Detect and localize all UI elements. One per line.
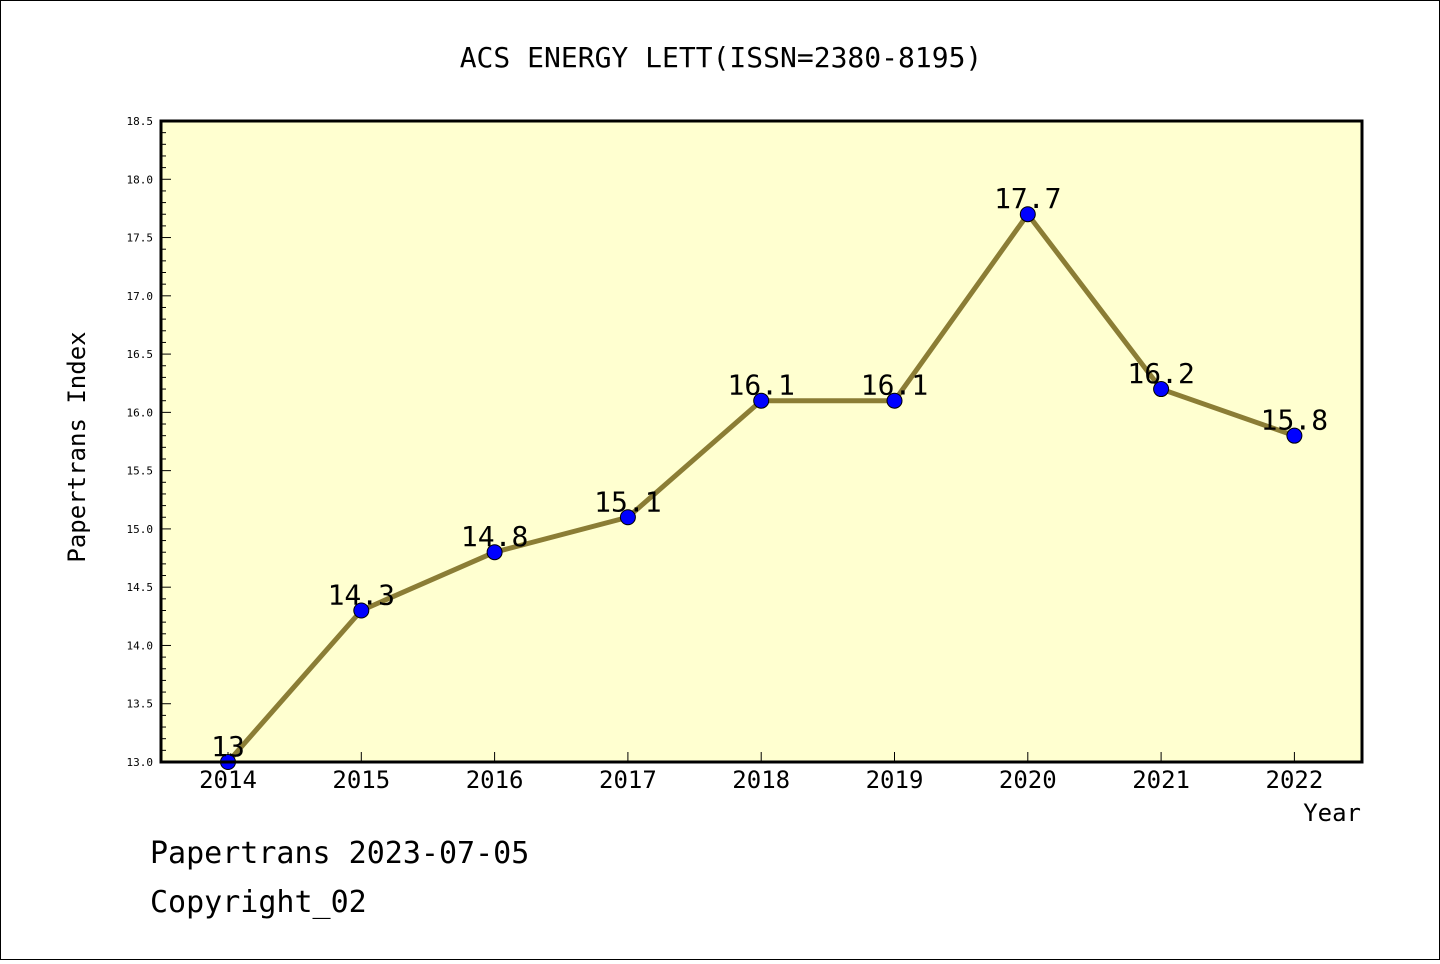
data-label: 15.8 xyxy=(1261,404,1328,437)
y-tick-label: 16.0 xyxy=(127,406,154,419)
plot-border xyxy=(159,119,1364,764)
plot-area xyxy=(161,121,1362,762)
y-axis-ticks: 13.0 13.5 14.0 14.5 15.0 15.5 16.0 16.5 17.0 17.5… xyxy=(127,115,171,769)
x-tick-label: 2015 xyxy=(332,766,390,794)
data-point xyxy=(486,544,503,561)
series-group: 13 14.3 14.8 15.1 16.1 16.1 17.7 16.2 15.8 xyxy=(211,182,1328,770)
x-tick-label: 2017 xyxy=(599,766,657,794)
y-tick-label: 16.5 xyxy=(127,348,154,361)
data-point xyxy=(886,392,903,409)
x-tick-label: 2019 xyxy=(866,766,924,794)
x-tick-label: 2016 xyxy=(466,766,524,794)
y-tick-label: 14.0 xyxy=(127,639,154,652)
data-label: 17.7 xyxy=(994,182,1061,215)
x-axis-label: Year xyxy=(1303,799,1361,827)
data-label: 13 xyxy=(211,730,245,763)
data-label: 16.1 xyxy=(861,369,928,402)
x-tick-label: 2022 xyxy=(1266,766,1324,794)
data-point xyxy=(619,509,636,526)
y-tick-label: 14.5 xyxy=(127,581,154,594)
data-point xyxy=(1019,206,1036,223)
x-axis-ticks: 2014 2015 2016 2017 2018 2019 2020 2021 2022 xyxy=(199,752,1323,794)
footer-copyright: Copyright_02 xyxy=(150,885,367,920)
x-tick-label: 2018 xyxy=(732,766,790,794)
data-label: 16.1 xyxy=(727,369,794,402)
chart-title: ACS ENERGY LETT(ISSN=2380-8195) xyxy=(460,41,983,74)
y-tick-label: 17.0 xyxy=(127,290,154,303)
data-label: 14.8 xyxy=(461,520,528,553)
data-point xyxy=(1153,381,1170,398)
y-tick-label: 18.0 xyxy=(127,173,154,186)
y-tick-label: 18.5 xyxy=(127,115,154,128)
x-tick-label: 2021 xyxy=(1132,766,1190,794)
data-label: 16.2 xyxy=(1127,357,1194,390)
y-tick-label: 17.5 xyxy=(127,232,154,245)
y-axis-label: Papertrans Index xyxy=(63,331,91,562)
footer-date: Papertrans 2023-07-05 xyxy=(150,836,530,871)
data-label: 15.1 xyxy=(594,485,661,518)
y-tick-label: 15.5 xyxy=(127,465,154,478)
data-point xyxy=(1286,427,1303,444)
x-tick-label: 2020 xyxy=(999,766,1057,794)
y-tick-label: 15.0 xyxy=(127,523,154,536)
y-tick-label: 13.0 xyxy=(127,756,154,769)
y-tick-label: 13.5 xyxy=(127,698,154,711)
data-label: 14.3 xyxy=(328,578,395,611)
data-point xyxy=(353,602,370,619)
x-tick-label: 2014 xyxy=(199,766,257,794)
data-point xyxy=(753,392,770,409)
